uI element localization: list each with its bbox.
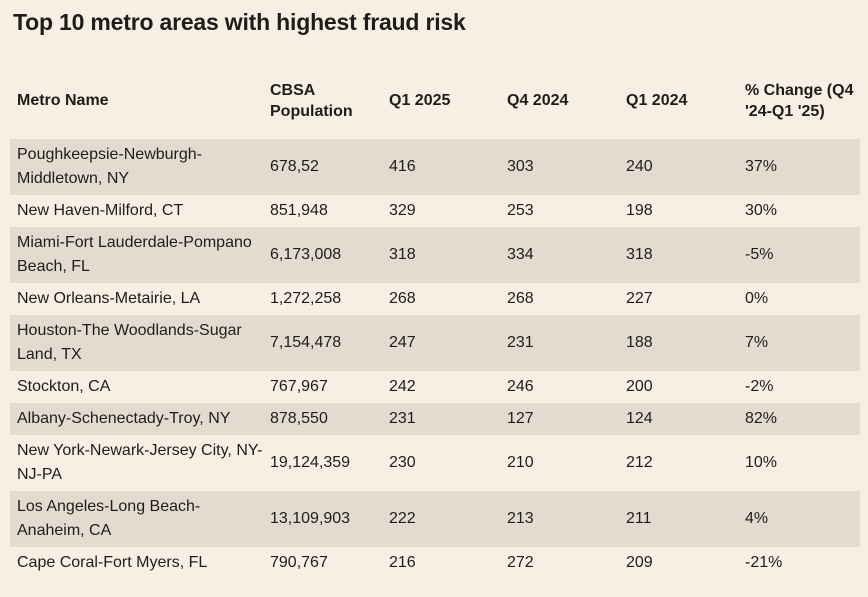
column-header-percent-change: % Change (Q4 '24-Q1 '25) bbox=[745, 81, 854, 120]
population-cell: 13,109,903 bbox=[270, 510, 351, 527]
column-header-q1-2024: Q1 2024 bbox=[626, 92, 688, 109]
q4-2024-cell: 334 bbox=[507, 246, 534, 263]
metro-name-cell: New Orleans-Metairie, LA bbox=[17, 290, 201, 307]
q4-2024-cell: 272 bbox=[507, 554, 534, 571]
metro-name-cell: Poughkeepsie-Newburgh-Middletown, NY bbox=[17, 146, 202, 187]
q1-2024-cell: 212 bbox=[626, 454, 653, 471]
q4-2024-cell: 210 bbox=[507, 454, 534, 471]
q1-2025-cell: 231 bbox=[389, 410, 416, 427]
population-cell: 790,767 bbox=[270, 554, 328, 571]
table-row: Los Angeles-Long Beach-Anaheim, CA 13,10… bbox=[10, 491, 860, 547]
q4-2024-cell: 268 bbox=[507, 290, 534, 307]
percent-change-cell: -2% bbox=[745, 378, 774, 395]
q4-2024-cell: 231 bbox=[507, 334, 534, 351]
q1-2024-cell: 124 bbox=[626, 410, 653, 427]
q1-2024-cell: 198 bbox=[626, 202, 653, 219]
table-row: New Haven-Milford, CT 851,948 329 253 19… bbox=[10, 195, 860, 227]
column-header-q1-2025: Q1 2025 bbox=[389, 92, 451, 109]
percent-change-cell: 82% bbox=[745, 410, 778, 427]
q4-2024-cell: 303 bbox=[507, 158, 534, 175]
q1-2025-cell: 247 bbox=[389, 334, 416, 351]
percent-change-cell: -21% bbox=[745, 554, 783, 571]
q4-2024-cell: 253 bbox=[507, 202, 534, 219]
q1-2025-cell: 318 bbox=[389, 246, 416, 263]
table-row: Houston-The Woodlands-Sugar Land, TX 7,1… bbox=[10, 315, 860, 371]
q1-2025-cell: 268 bbox=[389, 290, 416, 307]
q1-2025-cell: 216 bbox=[389, 554, 416, 571]
header-row: Metro Name CBSA Population Q1 2025 Q4 20… bbox=[10, 62, 860, 139]
table-row: Poughkeepsie-Newburgh-Middletown, NY 678… bbox=[10, 139, 860, 195]
column-header-q4-2024: Q4 2024 bbox=[507, 92, 569, 109]
metro-name-cell: New Haven-Milford, CT bbox=[17, 202, 184, 219]
fraud-risk-table: Metro Name CBSA Population Q1 2025 Q4 20… bbox=[10, 62, 860, 579]
q1-2025-cell: 329 bbox=[389, 202, 416, 219]
population-cell: 878,550 bbox=[270, 410, 328, 427]
column-header-cbsa-population: CBSA Population bbox=[270, 81, 353, 120]
q1-2024-cell: 209 bbox=[626, 554, 653, 571]
population-cell: 6,173,008 bbox=[270, 246, 342, 263]
metro-name-cell: New York-Newark-Jersey City, NY-NJ-PA bbox=[17, 442, 263, 483]
metro-name-cell: Houston-The Woodlands-Sugar Land, TX bbox=[17, 322, 242, 363]
percent-change-cell: 4% bbox=[745, 510, 769, 527]
q1-2024-cell: 211 bbox=[626, 510, 652, 527]
q1-2024-cell: 227 bbox=[626, 290, 653, 307]
q1-2024-cell: 240 bbox=[626, 158, 653, 175]
metro-name-cell: Albany-Schenectady-Troy, NY bbox=[17, 410, 231, 427]
metro-name-cell: Los Angeles-Long Beach-Anaheim, CA bbox=[17, 498, 201, 539]
population-cell: 678,52 bbox=[270, 158, 319, 175]
percent-change-cell: 10% bbox=[745, 454, 778, 471]
q4-2024-cell: 127 bbox=[507, 410, 534, 427]
metro-name-cell: Cape Coral-Fort Myers, FL bbox=[17, 554, 208, 571]
table-row: Stockton, CA 767,967 242 246 200 -2% bbox=[10, 371, 860, 403]
q1-2025-cell: 222 bbox=[389, 510, 416, 527]
table-row: Albany-Schenectady-Troy, NY 878,550 231 … bbox=[10, 403, 860, 435]
q1-2024-cell: 318 bbox=[626, 246, 653, 263]
population-cell: 767,967 bbox=[270, 378, 328, 395]
q1-2024-cell: 200 bbox=[626, 378, 653, 395]
table-row: Miami-Fort Lauderdale-Pompano Beach, FL … bbox=[10, 227, 860, 283]
population-cell: 851,948 bbox=[270, 202, 328, 219]
q1-2025-cell: 242 bbox=[389, 378, 416, 395]
q1-2025-cell: 416 bbox=[389, 158, 416, 175]
column-header-metro-name: Metro Name bbox=[17, 92, 109, 109]
metro-name-cell: Stockton, CA bbox=[17, 378, 111, 395]
percent-change-cell: 37% bbox=[745, 158, 778, 175]
chart-title: Top 10 metro areas with highest fraud ri… bbox=[13, 9, 466, 35]
table-row: New Orleans-Metairie, LA 1,272,258 268 2… bbox=[10, 283, 860, 315]
population-cell: 1,272,258 bbox=[270, 290, 342, 307]
population-cell: 19,124,359 bbox=[270, 454, 351, 471]
percent-change-cell: 30% bbox=[745, 202, 778, 219]
table-row: Cape Coral-Fort Myers, FL 790,767 216 27… bbox=[10, 547, 860, 579]
percent-change-cell: 0% bbox=[745, 290, 769, 307]
q4-2024-cell: 246 bbox=[507, 378, 534, 395]
q1-2025-cell: 230 bbox=[389, 454, 416, 471]
table-row: New York-Newark-Jersey City, NY-NJ-PA 19… bbox=[10, 435, 860, 491]
q1-2024-cell: 188 bbox=[626, 334, 653, 351]
population-cell: 7,154,478 bbox=[270, 334, 342, 351]
metro-name-cell: Miami-Fort Lauderdale-Pompano Beach, FL bbox=[17, 234, 252, 275]
q4-2024-cell: 213 bbox=[507, 510, 534, 527]
percent-change-cell: -5% bbox=[745, 246, 774, 263]
percent-change-cell: 7% bbox=[745, 334, 769, 351]
